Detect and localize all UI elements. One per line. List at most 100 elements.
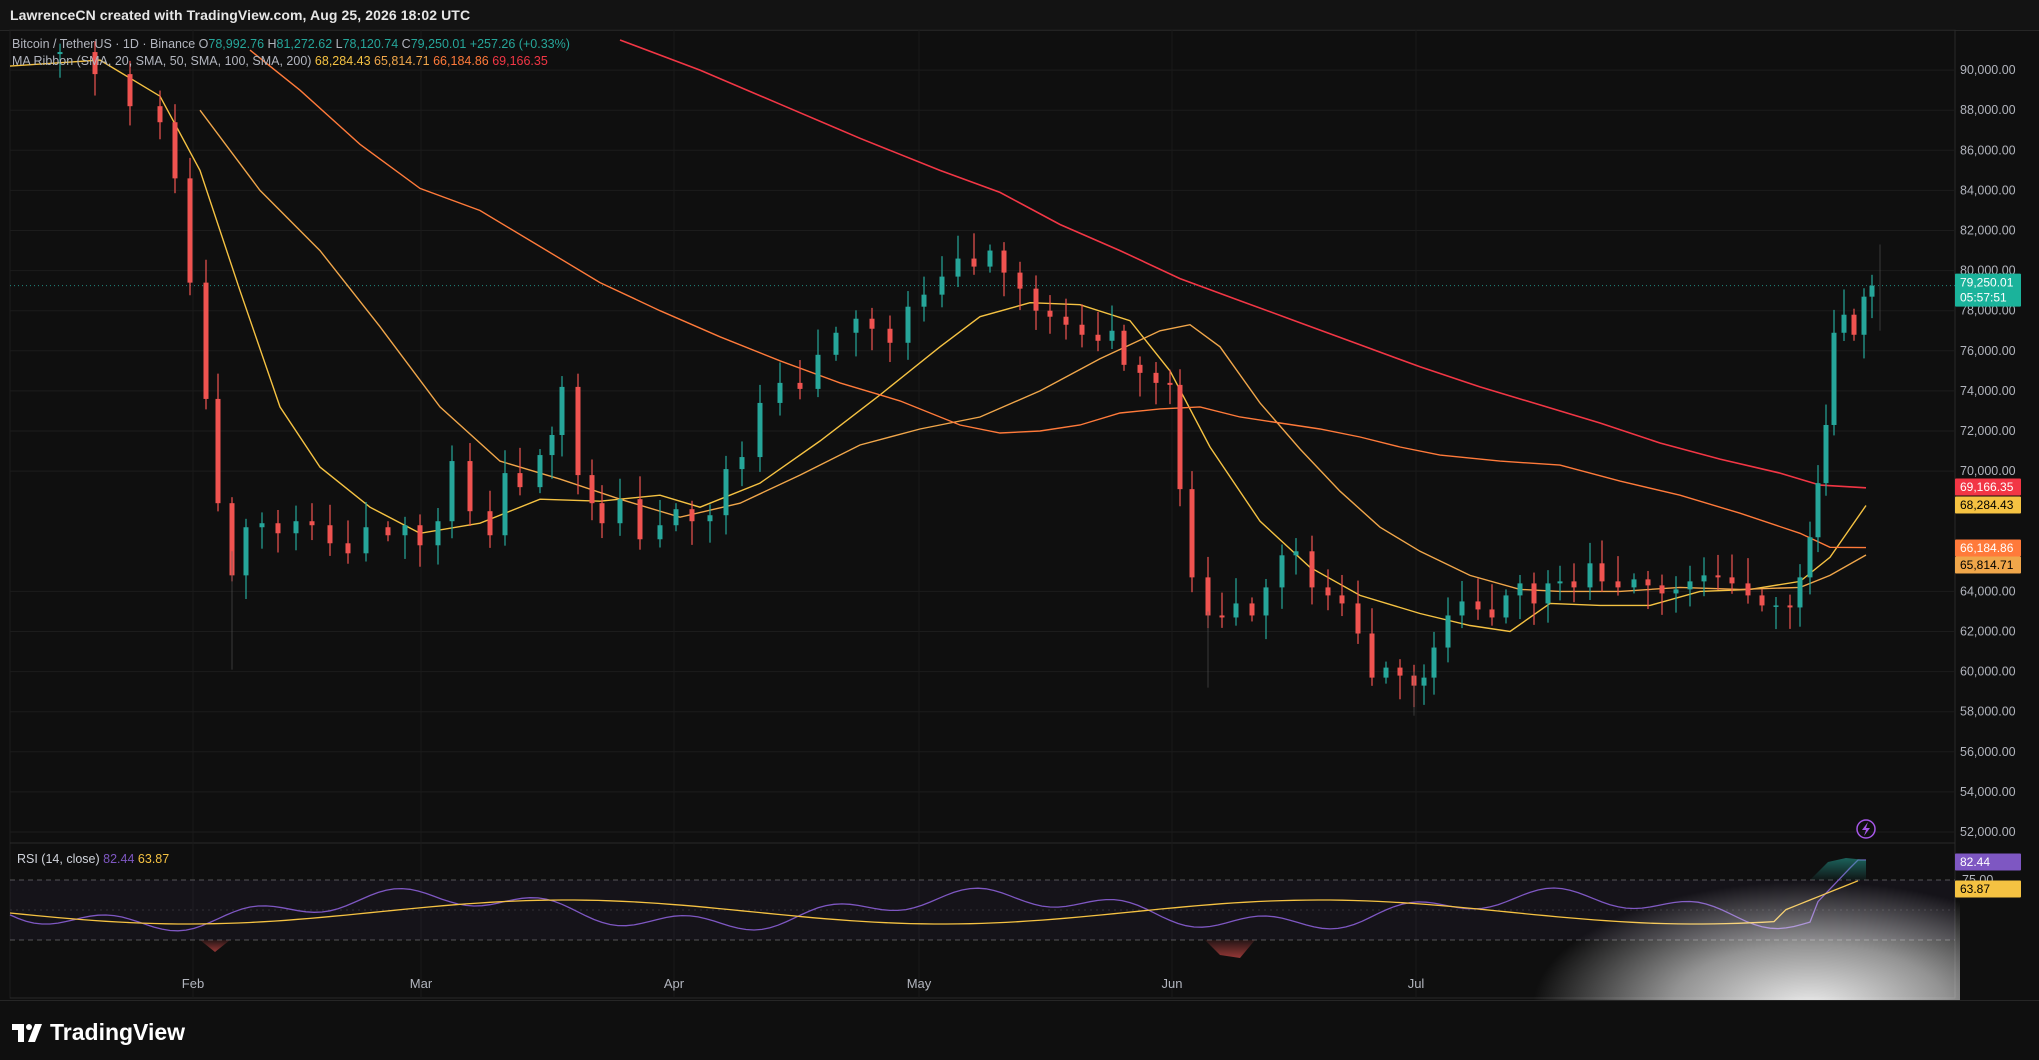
candle-body: [327, 525, 333, 544]
ma-ribbon-lines: [9, 39, 1867, 633]
candle-body: [57, 52, 63, 55]
candle-body: [987, 250, 993, 267]
time-label: Apr: [664, 976, 685, 991]
close-value: 79,250.01: [410, 37, 467, 51]
candle-body: [1545, 583, 1551, 604]
candle-body: [203, 282, 209, 399]
candle-body: [1729, 577, 1735, 584]
ma20-value: 68,284.43: [314, 54, 371, 68]
candle-body: [1219, 615, 1225, 618]
rsi-ma-badge: 63.87: [1955, 880, 2021, 898]
candle-body: [1249, 603, 1255, 616]
svg-text:68,284.43: 68,284.43: [1960, 498, 2014, 512]
rsi-oversold-fill: [200, 940, 230, 952]
candle-body: [385, 527, 391, 536]
open-value: 78,992.76: [208, 37, 265, 51]
candle-body: [905, 306, 911, 343]
alert-lightning-icon[interactable]: [1856, 819, 1876, 839]
candle-body: [1673, 589, 1679, 594]
candle-body: [921, 294, 927, 307]
candle-body: [1293, 551, 1299, 556]
price-tick: 62,000.00: [1960, 625, 2016, 639]
rsi-label[interactable]: RSI (14, close): [17, 852, 100, 866]
candle-body: [1177, 384, 1183, 490]
candle-body: [92, 52, 98, 75]
price-tick: 82,000.00: [1960, 224, 2016, 238]
candle-body: [1369, 633, 1375, 678]
price-axis[interactable]: 90,000.00 88,000.00 86,000.00 84,000.00 82,0…: [1960, 63, 2016, 887]
candle-body: [1773, 605, 1779, 607]
ma100-value: 66,184.86: [433, 54, 489, 68]
candle-body: [229, 503, 235, 576]
candle-body: [517, 473, 523, 488]
price-tick: 78,000.00: [1960, 304, 2016, 318]
candle-body: [1047, 310, 1053, 317]
candle-body: [617, 499, 623, 524]
candle-body: [259, 523, 265, 528]
rsi-badge: 82.44: [1955, 853, 2021, 871]
candle-body: [1531, 583, 1537, 604]
ma200-badge: 69,166.35: [1955, 478, 2021, 496]
candle-body: [1167, 382, 1173, 385]
candle-body: [1383, 667, 1389, 678]
candle-body: [1063, 316, 1069, 325]
candle-body: [127, 74, 133, 107]
candle-body: [1599, 563, 1605, 582]
candle-body: [853, 318, 859, 333]
candle-body: [723, 469, 729, 516]
price-tick: 88,000.00: [1960, 103, 2016, 117]
ma-ribbon-label[interactable]: MA Ribbon (SMA, 20, SMA, 50, SMA, 100, S…: [12, 54, 312, 68]
candle-body: [187, 178, 193, 283]
candle-body: [402, 525, 408, 536]
candle-body: [172, 122, 178, 179]
svg-text:69,166.35: 69,166.35: [1960, 480, 2014, 494]
candle-body: [1033, 288, 1039, 311]
candles: [57, 41, 1881, 716]
tradingview-logo[interactable]: TradingView: [12, 1019, 185, 1046]
candle-body: [467, 461, 473, 512]
chart-canvas[interactable]: 90,000.00 88,000.00 86,000.00 84,000.00 82,0…: [0, 0, 2039, 1000]
svg-text:79,250.01: 79,250.01: [1960, 276, 2014, 290]
candle-body: [815, 354, 821, 389]
candle-body: [887, 328, 893, 343]
high-label: H: [267, 37, 277, 51]
open-label: O: [198, 37, 209, 51]
ma100-badge: 66,184.86: [1955, 539, 2021, 557]
candle-body: [1759, 595, 1765, 606]
candle-body: [1659, 585, 1665, 594]
candle-body: [1017, 272, 1023, 289]
candle-body: [1807, 537, 1813, 578]
candle-body: [833, 332, 839, 355]
candle-body: [1397, 667, 1403, 676]
candle-body: [1851, 314, 1857, 335]
candle-body: [707, 515, 713, 522]
candle-body: [417, 525, 423, 546]
candle-body: [1861, 296, 1867, 335]
candle-body: [1503, 595, 1509, 618]
candle-body: [1339, 595, 1345, 604]
low-value: 78,120.74: [342, 37, 399, 51]
candle-body: [449, 461, 455, 522]
rsi-value: 82.44: [103, 852, 135, 866]
candle-body: [293, 521, 299, 534]
rsi-legend: RSI (14, close) 82.44 63.87: [17, 852, 169, 866]
symbol-name[interactable]: Bitcoin / TetherUS · 1D · Binance: [12, 37, 196, 51]
time-label: Jun: [1162, 976, 1183, 991]
candle-body: [869, 318, 875, 329]
candle-body: [1153, 372, 1159, 383]
candle-body: [1001, 250, 1007, 273]
time-axis[interactable]: Feb Mar Apr May Jun Jul: [182, 976, 1425, 991]
svg-text:05:57:51: 05:57:51: [1960, 291, 2007, 305]
tradingview-logo-icon: [12, 1023, 42, 1042]
time-label: Mar: [410, 976, 433, 991]
price-tick: 60,000.00: [1960, 665, 2016, 679]
price-tick: 84,000.00: [1960, 183, 2016, 197]
candle-body: [1787, 605, 1793, 608]
candle-body: [1815, 483, 1821, 538]
time-label: Feb: [182, 976, 204, 991]
candle-body: [1205, 577, 1211, 616]
candle-body: [1121, 330, 1127, 365]
candle-body: [345, 543, 351, 554]
candle-body: [777, 382, 783, 403]
